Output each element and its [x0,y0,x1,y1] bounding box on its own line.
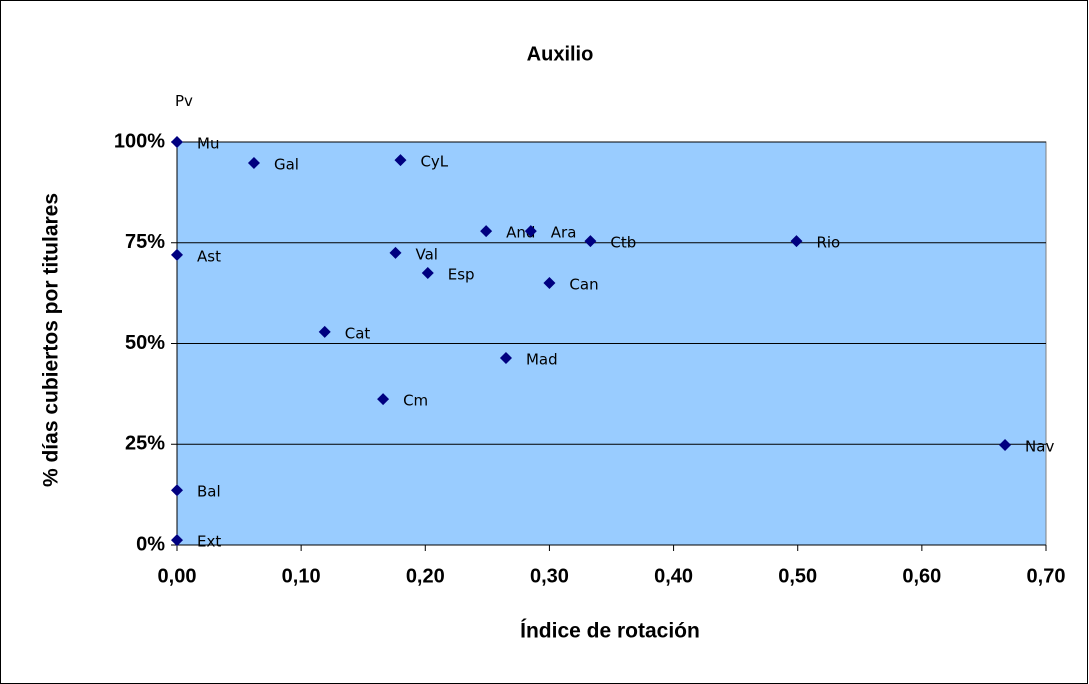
y-tick-label: 50% [125,332,165,354]
x-tick-label: 0,70 [1027,565,1066,587]
x-tick-label: 0,30 [530,565,569,587]
point [171,248,183,261]
x-tick-label: 0,40 [654,565,693,587]
point [480,225,493,238]
point-label: CyL [420,153,448,171]
point-label: Ctb [610,234,636,252]
point-label: Gal [274,155,299,173]
point [543,277,556,290]
x-axis-label: Índice de rotación [520,620,700,643]
point [318,325,331,338]
point-label: Ara [551,224,577,242]
point [389,246,402,259]
y-tick-label: 100% [114,130,165,152]
point [171,136,183,148]
point-label: Bal [197,483,221,501]
point-label: Cm [403,392,428,410]
point-label: Nav [1025,438,1054,456]
point [524,225,537,238]
x-tick-label: 0,50 [778,565,817,587]
point-label: Ast [197,247,221,265]
point [247,156,260,169]
point-label: Pv [175,92,193,110]
y-tick-label: 0% [136,533,165,555]
point-label: Val [415,245,437,263]
point [999,439,1012,452]
point-label: Ext [197,533,221,551]
point [790,235,803,248]
x-tick-label: 0,00 [158,565,197,587]
point [584,235,597,248]
x-tick-label: 0,60 [902,565,941,587]
point-label: Esp [448,265,475,283]
point [171,534,183,547]
point [377,393,390,406]
point-label: Cat [345,324,371,342]
y-tick-label: 75% [125,231,165,253]
x-tick-label: 0,20 [406,565,445,587]
point [171,484,183,497]
point-label: Mu [197,135,219,153]
point-label: Mad [526,351,558,369]
point-label: Can [569,276,598,294]
point [394,154,407,167]
y-axis-label: % días cubiertos por titulares [40,193,63,487]
x-tick-label: 0,10 [282,565,321,587]
point-label: Rio [816,234,840,252]
chart-title: Auxilio [527,43,594,65]
point [499,352,512,365]
y-tick-label: 25% [125,433,165,455]
point [421,266,434,279]
